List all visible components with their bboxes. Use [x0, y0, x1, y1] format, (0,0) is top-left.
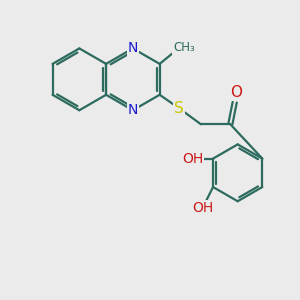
- Text: O: O: [230, 85, 242, 100]
- Text: OH: OH: [192, 201, 213, 215]
- Text: S: S: [174, 100, 184, 116]
- Text: OH: OH: [182, 152, 203, 166]
- Text: N: N: [128, 103, 138, 117]
- Text: N: N: [128, 41, 138, 56]
- Text: CH₃: CH₃: [173, 41, 195, 54]
